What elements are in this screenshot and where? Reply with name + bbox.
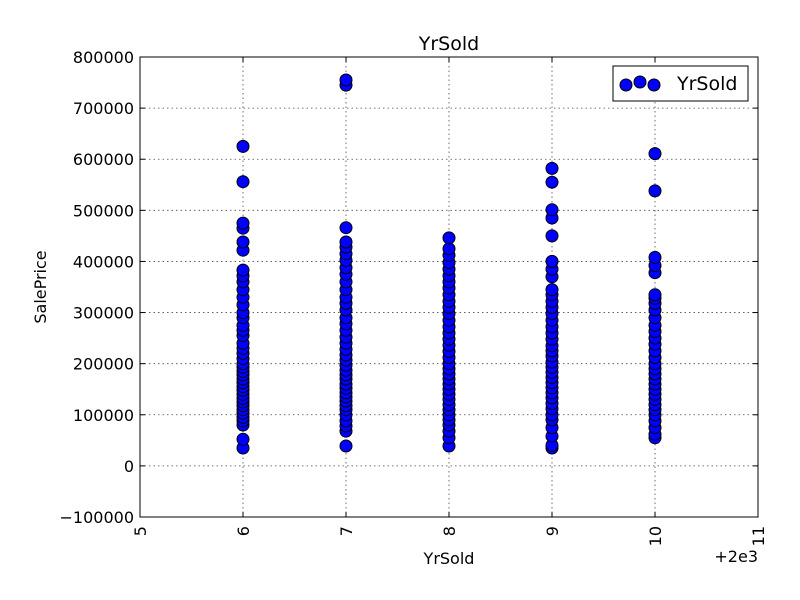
data-point [236,175,250,189]
legend: YrSold [612,65,749,102]
y-tick-label: 600000 [73,150,134,169]
data-point [236,216,250,230]
data-point [545,283,559,297]
legend-marker [633,75,647,89]
y-tick-label: 800000 [73,48,134,67]
data-point [236,263,250,277]
data-point [339,221,353,235]
chart-title: YrSold [418,33,479,55]
y-tick-label: 500000 [73,201,134,220]
x-tick-label: 6 [234,526,253,536]
data-point [648,147,662,161]
x-axis-offset-label: +2e3 [714,547,758,566]
data-point [648,288,662,302]
data-point [442,231,456,245]
legend-marker [619,78,633,92]
data-point [442,242,456,256]
y-tick-label: 300000 [73,304,134,323]
data-point [236,235,250,249]
x-tick-label: 8 [440,526,459,536]
data-point [339,235,353,249]
legend-marker [647,78,661,92]
axis-ticks [139,56,759,518]
data-point [545,175,559,189]
x-axis-label: YrSold [423,549,475,568]
data-point [339,73,353,87]
x-tick-label: 7 [337,526,356,536]
data-point [236,432,250,446]
x-tick-label: 5 [131,526,150,536]
data-point [648,184,662,198]
y-tick-label: 400000 [73,252,134,271]
data-point [545,229,559,243]
data-point [339,439,353,453]
data-point [236,139,250,153]
legend-label: YrSold [676,73,737,95]
y-tick-label: 100000 [73,406,134,425]
data-point [648,250,662,264]
y-tick-label: −100000 [60,508,134,527]
y-tick-label: 0 [124,457,134,476]
data-point [545,203,559,217]
y-tick-labels: −100000 0 100000 200000 300000 400000 500000 60… [60,48,134,527]
y-tick-label: 700000 [73,99,134,118]
x-tick-label: 9 [543,526,562,536]
y-tick-label: 200000 [73,355,134,374]
data-point [545,161,559,175]
x-tick-label: 10 [646,526,665,546]
x-tick-labels: 5 6 7 8 9 10 11 [131,526,768,546]
data-points [236,73,662,455]
x-tick-label: 11 [749,526,768,546]
y-axis-label: SalePrice [31,250,50,323]
data-point [545,254,559,268]
